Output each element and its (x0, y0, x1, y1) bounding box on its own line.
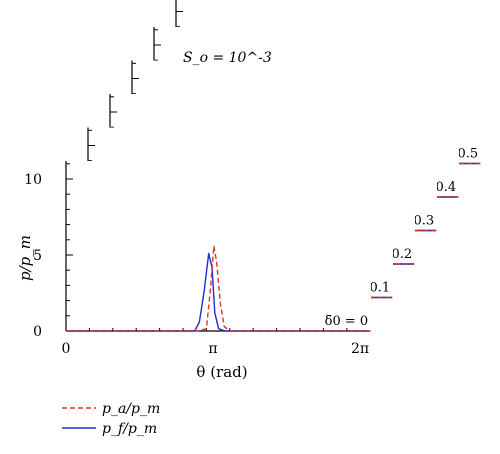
pa-series-line (66, 245, 371, 332)
x-tick-labels: 0 π 2π (62, 341, 370, 357)
delta-label: 0.3 (414, 214, 435, 229)
delta-label: 0.1 (370, 281, 391, 296)
y-tick-labels: 0 5 10 (24, 172, 42, 340)
y-tick-label: 5 (33, 248, 42, 264)
delta-label: 0.2 (392, 247, 413, 262)
delta-label: 0.4 (436, 180, 457, 195)
pf-series-line (66, 252, 371, 332)
delta-label: 0.5 (458, 147, 479, 162)
layer-0: δ̄0 = 0 (65, 161, 371, 332)
x-tick-label: π (208, 341, 217, 357)
y-axis-label: p/p_m (16, 235, 34, 281)
y-tick-label: 10 (24, 172, 42, 188)
layer-backing (67, 161, 371, 330)
x-tick-label: 0 (62, 341, 71, 357)
pa-legend-label: p_a/p_m (102, 401, 160, 417)
y-tick-label: 0 (33, 324, 42, 340)
x-axis-label: θ (rad) (196, 363, 247, 381)
waterfall-layers: 0.5 0.4 0.3 0.2 0.1 δ̄0 = 0 (65, 0, 481, 332)
annotation: S_o = 10^-3 (183, 50, 272, 66)
x-tick-label: 2π (351, 341, 369, 357)
pf-legend-label: p_f/p_m (102, 421, 157, 437)
delta-label: δ̄0 = 0 (325, 314, 369, 329)
legend: p_a/p_m p_f/p_m (62, 401, 160, 437)
